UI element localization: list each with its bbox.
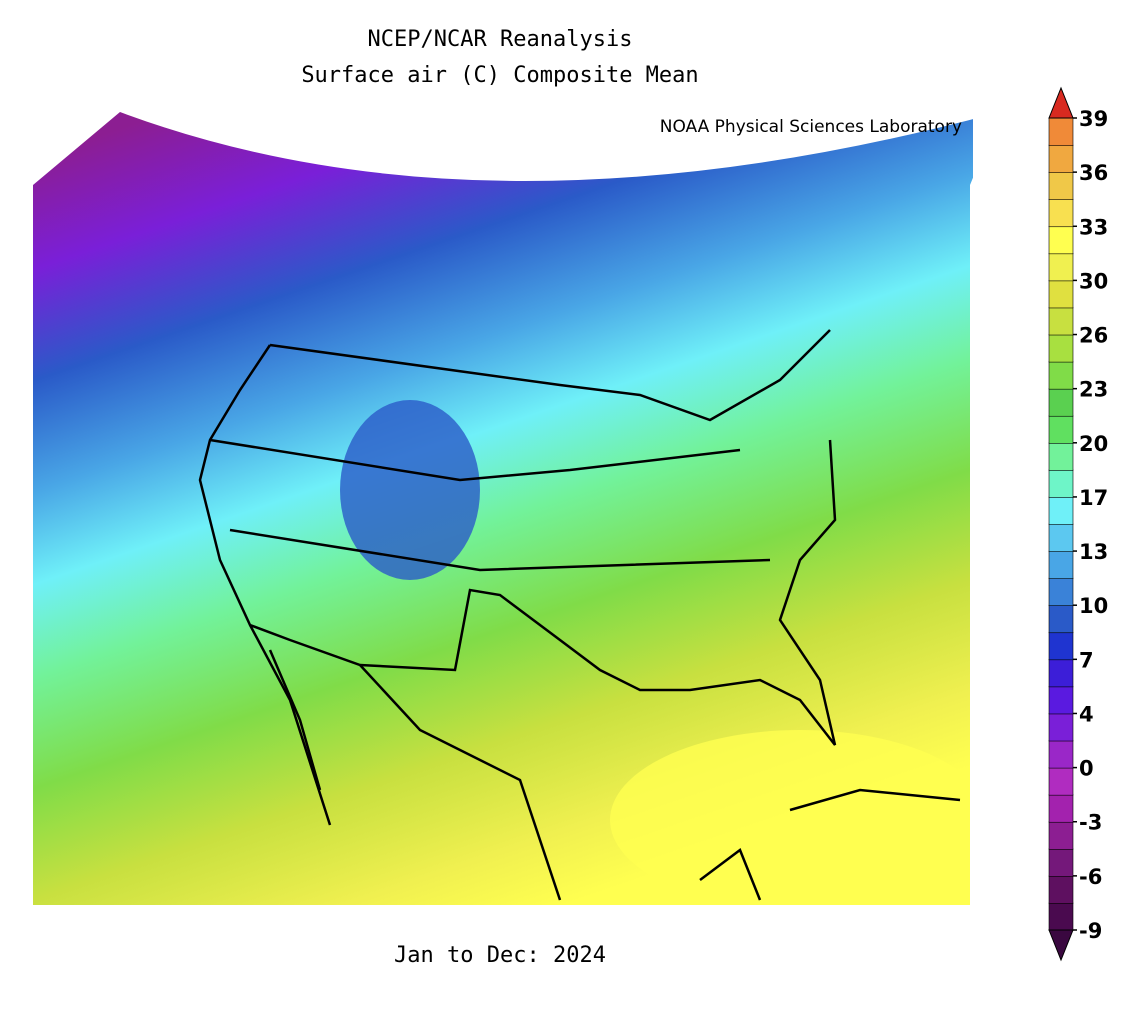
colorbar-cell <box>1048 550 1074 579</box>
colorbar-cell <box>1048 496 1074 525</box>
colorbar-cell <box>1048 171 1074 200</box>
colorbar-tick-label: 7 <box>1079 648 1094 672</box>
colorbar-under <box>1048 929 1074 962</box>
colorbar-cell <box>1048 144 1074 173</box>
colorbar-cell <box>1048 577 1074 607</box>
colorbar-cell <box>1048 198 1074 228</box>
colorbar-tick-label: -3 <box>1079 811 1102 835</box>
colorbar-cell <box>1048 794 1074 823</box>
caption: Jan to Dec: 2024 <box>394 943 606 968</box>
coastlines-borders <box>198 329 961 901</box>
credit: NOAA Physical Sciences Laboratory <box>660 117 962 137</box>
colorbar-cell <box>1048 415 1074 444</box>
colorbar-cell <box>1048 469 1074 498</box>
colorbar-tick-label: 33 <box>1079 215 1108 239</box>
colorbar-cell <box>1048 604 1074 634</box>
colorbar-tick-label: -6 <box>1079 865 1102 889</box>
colorbar-cell <box>1048 686 1074 715</box>
colorbar-tick-label: -9 <box>1079 919 1102 943</box>
colorbar-tick-label: 36 <box>1079 161 1108 185</box>
colorbar-cell <box>1048 253 1074 282</box>
colorbar-cell <box>1048 117 1074 146</box>
colorbar-cell <box>1048 821 1074 850</box>
colorbar-cell <box>1048 307 1074 336</box>
colorbar-cell <box>1048 334 1074 363</box>
colorbar-tick-label: 26 <box>1079 324 1108 348</box>
colorbar-cell <box>1048 361 1074 390</box>
colorbar-cell <box>1048 740 1074 769</box>
colorbar-cell <box>1048 659 1074 688</box>
colorbar-tick-label: 17 <box>1079 486 1108 510</box>
colorbar-cell <box>1048 225 1074 255</box>
colorbar-tick-label: 39 <box>1079 107 1108 131</box>
title-line: NCEP/NCAR Reanalysis <box>368 27 633 52</box>
colorbar-tick-label: 20 <box>1079 432 1108 456</box>
colorbar-cell <box>1048 631 1074 661</box>
temperature-field <box>33 112 990 905</box>
colorbar-over <box>1048 86 1074 119</box>
colorbar-tick-label: 10 <box>1079 594 1108 618</box>
colorbar-tick-label: 23 <box>1079 378 1108 402</box>
colorbar-cell <box>1048 713 1074 742</box>
colorbar-tick-label: 4 <box>1079 702 1094 726</box>
colorbar-cell <box>1048 388 1074 417</box>
colorbar-cell <box>1048 902 1074 931</box>
colorbar-cell <box>1048 280 1074 309</box>
colorbar-cell <box>1048 767 1074 796</box>
colorbar-cell <box>1048 523 1074 552</box>
colorbar-tick-label: 30 <box>1079 269 1108 293</box>
colorbar-cell <box>1048 848 1074 877</box>
colorbar-cell <box>1048 875 1074 904</box>
colorbar: -9 -6 -3 0 4 7 10 13 17 20 23 26 30 33 36 39 <box>1048 86 1108 962</box>
colorbar-tick-label: 0 <box>1079 757 1094 781</box>
colorbar-tick-label: 13 <box>1079 540 1108 564</box>
title-line: Surface air (C) Composite Mean <box>301 63 698 88</box>
colorbar-cell <box>1048 442 1074 471</box>
